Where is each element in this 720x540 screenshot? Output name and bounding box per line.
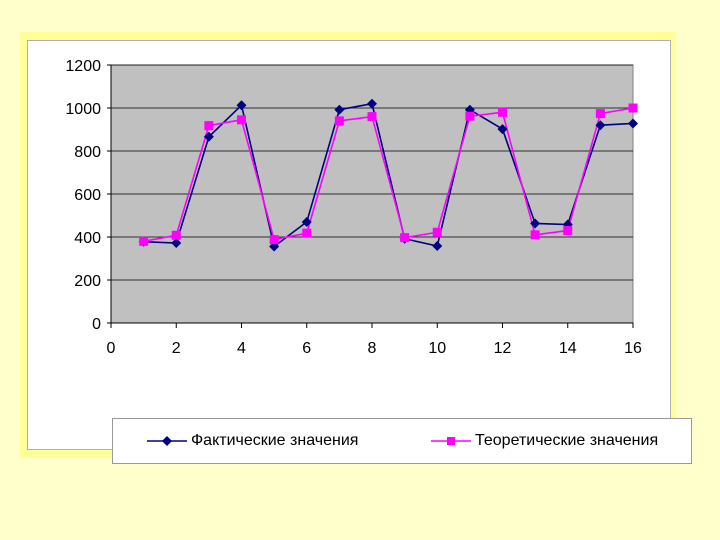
legend-square-marker-icon [431,437,471,445]
y-tick-label: 1000 [65,101,101,118]
series-0-point [530,218,541,229]
legend-label-theoretical: Теоретические значения [475,432,659,449]
series-1-point [595,109,605,119]
x-tick-label: 4 [237,340,246,357]
series-1-point [204,121,214,131]
series-0-point [628,118,638,129]
series-0-point [236,100,247,111]
series-0-point [334,104,345,115]
series-0-point [497,124,508,135]
series-1-point [237,115,246,125]
x-tick-label: 6 [302,340,311,357]
series-1-point [432,227,442,237]
series-line-1 [143,107,634,243]
series-0-point [367,98,377,109]
series-1-point [171,230,181,240]
series-1-point [628,103,638,113]
series-1-point [465,111,475,121]
x-tick-label: 8 [368,340,377,357]
series-1-point [563,226,573,236]
chart-area: 0 200 400 600 800 1000 1200 0 2 4 6 8 10 12 14 16 Факти… [27,40,692,464]
series-1-point [530,230,540,240]
x-tick-label: 16 [624,340,642,357]
series-0-point [171,238,182,249]
legend-item-actual: Фактические значения [147,432,358,450]
x-tick-label: 0 [107,340,116,357]
y-tick-label: 800 [74,144,101,161]
series-1-point [139,236,149,246]
series-1-point [269,235,279,245]
series-1-point [400,233,410,243]
line-chart: 0 200 400 600 800 1000 1200 0 2 4 6 8 10 12 14 16 [65,58,642,357]
series-line-0 [143,102,634,248]
series-0-point [301,216,312,227]
series-0-point [595,120,606,131]
legend-label-actual: Фактические значения [191,432,359,449]
legend-item-theoretical: Теоретические значения [431,432,658,450]
x-tick-label: 10 [428,340,446,357]
series-1-point [334,116,344,126]
y-tick-label: 1200 [65,58,101,75]
series-1-point [302,228,312,238]
y-tick-label: 600 [74,187,101,204]
series-1-point [498,107,507,117]
x-tick-label: 12 [494,340,512,357]
y-tick-label: 0 [92,316,101,333]
series-0-point [203,131,214,142]
x-tick-label: 14 [559,340,577,357]
y-tick-label: 400 [74,230,101,247]
chart-legend: Фактические значения Теоретические значе… [112,418,692,464]
series-1-point [367,112,377,122]
x-tick-label: 2 [172,340,181,357]
y-tick-label: 200 [74,273,101,290]
series-0-point [432,241,443,252]
legend-diamond-marker-icon [147,436,187,446]
